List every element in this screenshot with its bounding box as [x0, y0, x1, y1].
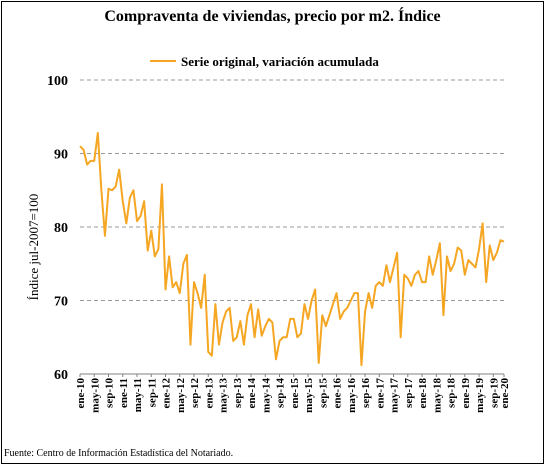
y-tick-label: 80	[54, 221, 68, 236]
x-tick-label: ene-13	[203, 378, 215, 409]
x-tick-label: sep-19	[488, 378, 500, 408]
y-tick-label: 100	[47, 74, 68, 89]
x-tick-label: sep-12	[189, 378, 201, 408]
x-tick-label: may-17	[389, 378, 401, 413]
x-tick-label: ene-16	[332, 378, 344, 409]
x-tick-label: may-16	[346, 378, 358, 413]
source-note: Fuente: Centro de Información Estadístic…	[4, 448, 234, 459]
x-tick-label: may-18	[431, 378, 443, 413]
x-tick-label: ene-11	[118, 378, 130, 408]
x-tick-label: ene-18	[417, 378, 429, 409]
legend: Serie original, variación acumulada	[150, 54, 379, 69]
x-tick-label: may-12	[175, 378, 187, 413]
chart-title: Compraventa de viviendas, precio por m2.…	[104, 8, 441, 25]
x-tick-label: may-15	[303, 378, 315, 413]
y-tick-label: 60	[54, 368, 68, 383]
x-tick-label: sep-17	[403, 378, 415, 408]
x-tick-label: sep-16	[360, 378, 372, 408]
y-axis-label: Índice jul-2007=100	[26, 194, 41, 301]
gridlines	[80, 79, 504, 301]
x-tick-label: sep-11	[146, 378, 158, 407]
x-tick-label: sep-13	[232, 378, 244, 408]
series-lines	[79, 131, 505, 367]
legend-label: Serie original, variación acumulada	[181, 54, 379, 69]
x-tick-label: may-13	[218, 378, 230, 413]
x-tick-label: may-10	[89, 378, 101, 413]
x-tick-label: may-14	[260, 378, 272, 413]
y-tick-label: 70	[54, 295, 68, 310]
x-tick-label: may-11	[132, 378, 144, 412]
y-tick-label: 90	[54, 148, 68, 163]
x-tick-label: may-19	[474, 378, 486, 413]
y-tick-labels: 60 70 80 90 100	[47, 74, 68, 383]
x-tick-label: sep-14	[275, 378, 287, 408]
x-tick-label: ene-17	[374, 378, 386, 409]
x-tick-label: sep-18	[446, 378, 458, 408]
x-tick-label: ene-20	[499, 378, 511, 409]
x-tick-labels: ene-10 may-10 sep-10 ene-11 may-11 sep-11 ene-…	[75, 378, 511, 413]
x-tick-label: sep-15	[317, 378, 329, 408]
x-tick-label: ene-19	[460, 378, 472, 409]
x-tick-label: sep-10	[104, 378, 116, 408]
axes	[79, 373, 505, 377]
x-tick-label: ene-15	[289, 378, 301, 409]
x-tick-label: ene-12	[161, 378, 173, 409]
series-line	[79, 131, 505, 367]
x-tick-label: ene-10	[75, 378, 87, 409]
x-tick-label: ene-14	[246, 378, 258, 409]
